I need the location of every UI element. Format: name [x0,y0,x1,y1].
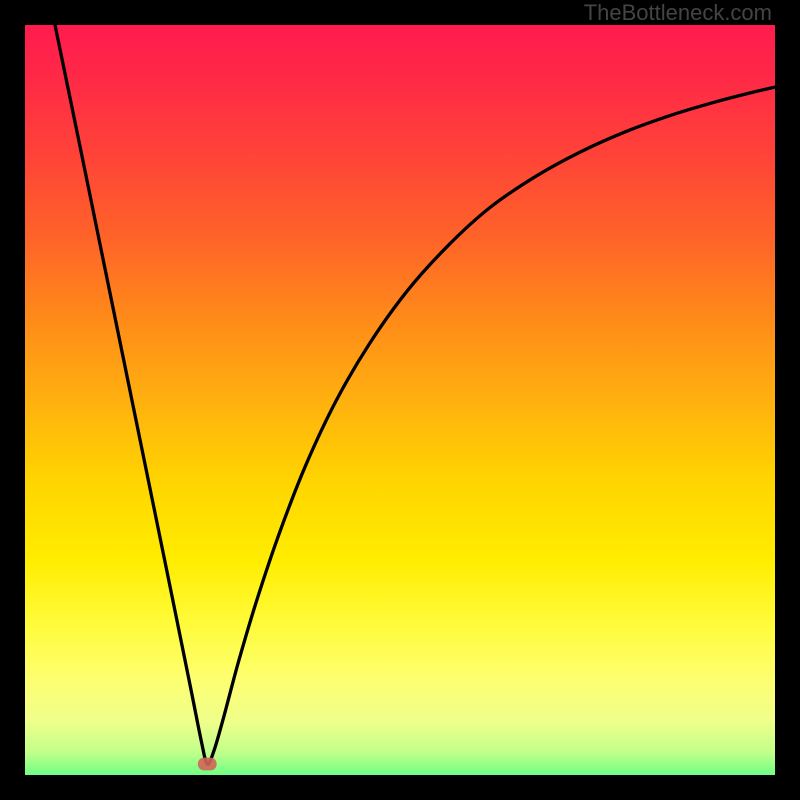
border-segment [0,775,800,800]
chart-stage: TheBottleneck.com [0,0,800,800]
background-gradient [0,0,800,800]
border-segment [775,0,800,800]
border-segment [0,0,25,800]
watermark-text: TheBottleneck.com [584,0,772,26]
